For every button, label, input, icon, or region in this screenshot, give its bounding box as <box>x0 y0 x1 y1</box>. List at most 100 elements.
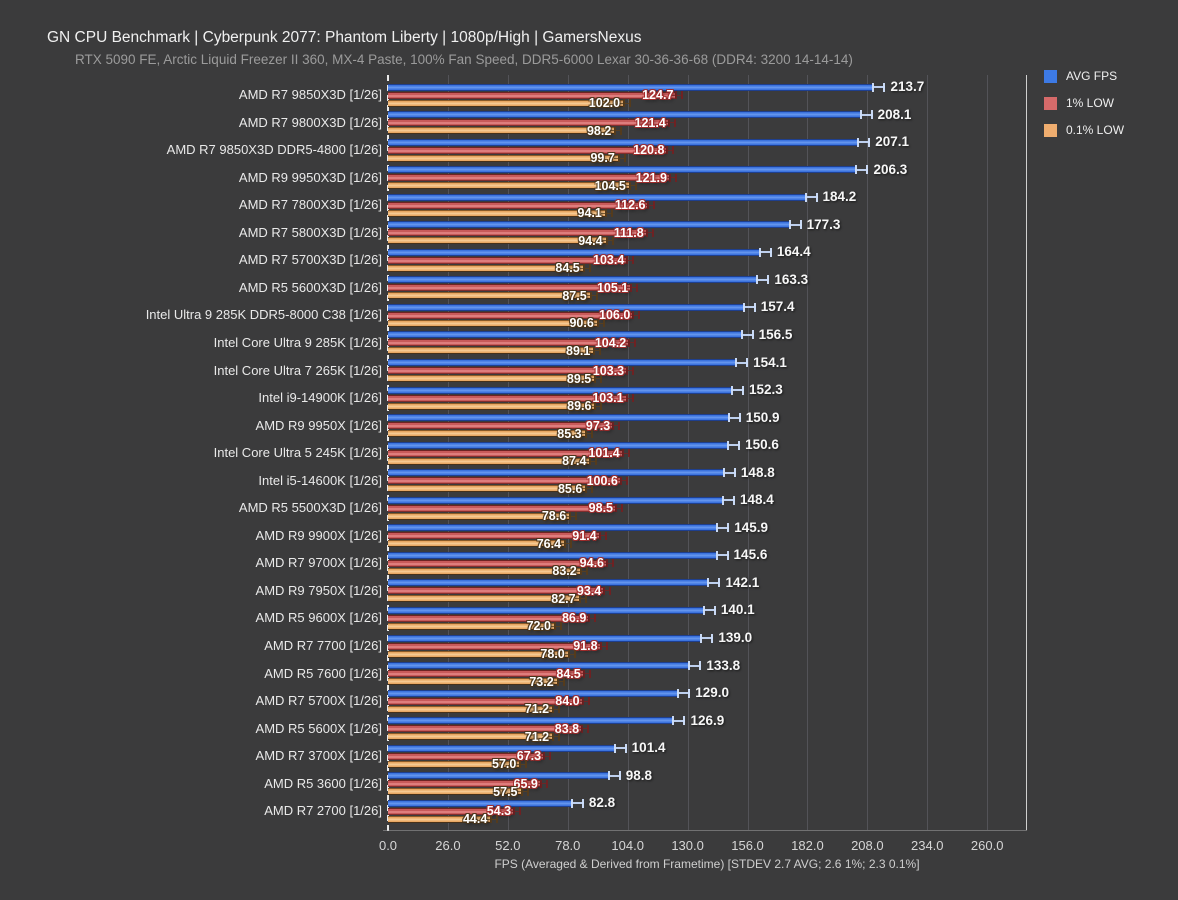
p01-error-cap <box>579 567 582 576</box>
p01-value-label: 89.1 <box>566 343 591 358</box>
avg-error-whisker <box>570 802 584 805</box>
avg-fps-bar <box>388 303 743 311</box>
p1-value-label: 93.4 <box>576 583 602 598</box>
p1-low-bar <box>388 532 599 540</box>
avg-fps-bar <box>388 166 856 174</box>
p01-low-bar <box>388 512 570 520</box>
p1-low-bar <box>388 642 600 650</box>
avg-error-cap <box>727 413 730 423</box>
p01-error-cap <box>559 622 562 631</box>
p1-error-cap <box>612 559 614 568</box>
category-label: AMD R7 9700X [1/26] <box>255 555 382 571</box>
p01-low-bar <box>388 402 595 410</box>
avg-fps-bar <box>388 138 858 146</box>
avg-error-cap <box>570 798 573 808</box>
p01-value-label: 44.4 <box>462 812 488 827</box>
p01-error-cap <box>604 209 607 218</box>
category-label: AMD R9 7950X [1/26] <box>255 582 382 598</box>
p01-low-bar <box>388 319 597 327</box>
p1-value-label: 105.1 <box>596 280 629 295</box>
p01-error-cap <box>595 291 598 300</box>
avg-error-cap <box>738 440 741 450</box>
avg-error-whisker <box>672 719 686 722</box>
p01-error-cap <box>553 622 556 631</box>
p1-value-label: 103.3 <box>592 363 625 378</box>
x-tick-label: 104.0 <box>611 838 644 853</box>
p01-error-cap <box>567 650 570 658</box>
plot-right-border <box>1026 75 1027 830</box>
p1-low-bar <box>388 559 606 567</box>
avg-error-whisker <box>756 278 770 281</box>
category-label: AMD R7 2700 [1/26] <box>264 803 382 819</box>
p1-error-cap <box>549 752 552 761</box>
p1-error-cap <box>612 421 615 430</box>
p01-value-label: 89.6 <box>567 399 592 414</box>
avg-value-label: 126.9 <box>690 712 725 728</box>
category-label: Intel i5-14600K [1/26] <box>258 472 382 488</box>
p01-low-bar <box>388 788 521 796</box>
p1-value-label: 124.7 <box>642 88 674 102</box>
avg-value-label: 145.9 <box>734 519 769 535</box>
p1-value-label: 103.4 <box>593 253 625 268</box>
avg-error-whisker <box>677 692 691 695</box>
avg-error-whisker <box>702 609 716 612</box>
p01-value-label: 104.5 <box>594 178 626 193</box>
avg-value-label: 142.1 <box>725 574 760 590</box>
avg-fps-bar <box>388 248 759 256</box>
p1-value-label: 121.9 <box>635 170 667 185</box>
avg-error-whisker <box>855 168 869 171</box>
p1-low-bar <box>388 449 622 457</box>
p01-error-cap <box>611 236 614 245</box>
p01-low-bar <box>388 154 618 162</box>
avg-error-whisker <box>872 86 886 88</box>
p1-value-label: 106.0 <box>599 308 631 323</box>
avg-error-whisker <box>740 333 754 336</box>
avg-value-label: 133.8 <box>706 657 741 673</box>
p1-value-label: 103.1 <box>592 391 624 406</box>
avg-fps-bar <box>388 551 716 559</box>
p01-value-label: 57.5 <box>493 784 518 799</box>
p1-value-label: 65.9 <box>513 776 538 791</box>
chart-subtitle: RTX 5090 FE, Arctic Liquid Freezer II 36… <box>75 52 853 67</box>
avg-error-cap <box>618 771 621 781</box>
p01-value-label: 83.2 <box>552 564 577 579</box>
p1-low-bar <box>388 174 669 182</box>
avg-error-whisker <box>715 554 729 557</box>
x-tick-label: 260.0 <box>970 838 1004 853</box>
p01-error-cap <box>629 99 632 107</box>
avg-value-label: 129.0 <box>695 685 730 701</box>
p1-error-cap <box>668 173 671 182</box>
avg-error-cap <box>767 275 770 285</box>
avg-error-cap <box>738 413 741 423</box>
p1-error-cap <box>615 504 617 513</box>
x-tick-label: 52.0 <box>495 838 521 853</box>
p1-error-cap <box>605 642 608 650</box>
p1-error-cap <box>513 807 516 816</box>
p1-error-cap <box>632 311 635 320</box>
p1-value-label: 121.4 <box>634 115 666 130</box>
p01-error-cap <box>591 484 594 493</box>
p01-low-bar <box>388 209 605 217</box>
p1-error-cap <box>588 669 591 678</box>
avg-fps-bar <box>388 689 678 697</box>
x-tick-label: 208.0 <box>851 838 884 853</box>
category-label: Intel Core Ultra 5 245K [1/26] <box>213 445 382 461</box>
p1-value-label: 120.8 <box>633 143 665 158</box>
avg-error-whisker <box>735 361 749 364</box>
avg-error-cap <box>740 330 743 340</box>
avg-value-label: 163.3 <box>774 271 809 287</box>
p1-error-cap <box>599 642 602 650</box>
p01-error-cap <box>600 402 603 411</box>
p1-error-cap <box>627 449 630 458</box>
avg-error-whisker <box>804 196 818 199</box>
p01-value-label: 94.4 <box>578 233 603 248</box>
avg-error-cap <box>804 192 807 202</box>
p01-value-label: 94.1 <box>577 206 602 221</box>
p01-error-cap <box>490 815 493 824</box>
avg-value-label: 207.1 <box>875 134 910 150</box>
avg-value-label: 152.3 <box>748 382 783 398</box>
p01-low-bar <box>388 760 520 768</box>
p01-error-cap <box>496 815 499 824</box>
p1-error-cap <box>619 476 622 485</box>
p01-low-bar <box>388 485 586 493</box>
